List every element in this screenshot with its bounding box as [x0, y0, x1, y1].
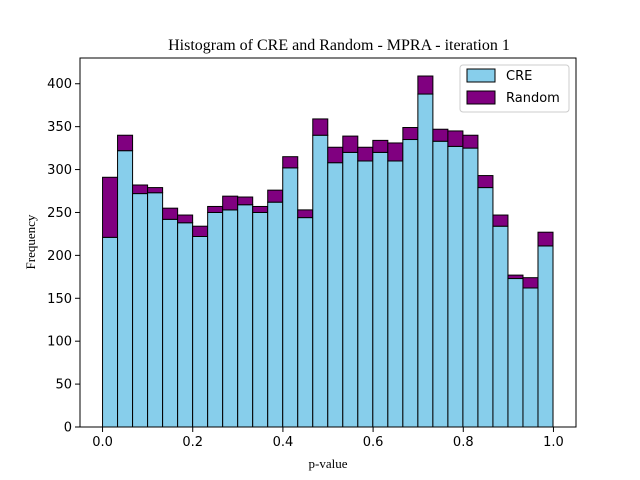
x-axis: 0.0 0.2 0.4 0.6 0.8 1.0	[92, 427, 564, 450]
bar-random-0	[102, 176, 119, 238]
bar-cre-3	[147, 192, 164, 428]
y-tick-label: 350	[47, 120, 72, 135]
bars-group	[102, 75, 554, 428]
bar-cre-9	[237, 204, 254, 428]
bar-random-9	[237, 196, 254, 206]
bar-cre-22	[432, 140, 449, 428]
bar-cre-1	[117, 150, 134, 428]
bar-cre-16	[342, 151, 359, 428]
y-axis: 0 50 100 150 200 250 300 350 400	[47, 77, 80, 436]
bar-random-5	[177, 214, 194, 224]
bar-cre-4	[162, 218, 179, 428]
bar-random-24	[462, 134, 479, 149]
bar-random-11	[267, 189, 284, 203]
y-tick-label: 150	[47, 292, 72, 307]
bar-cre-23	[447, 145, 464, 428]
y-tick-label: 200	[47, 249, 72, 264]
x-tick-label: 0.4	[273, 435, 294, 450]
legend-label-random: Random	[506, 91, 560, 106]
bar-random-22	[432, 128, 449, 142]
bar-random-12	[282, 156, 299, 169]
bar-cre-19	[387, 160, 404, 428]
y-tick-label: 50	[55, 378, 72, 393]
bar-random-27	[507, 274, 524, 280]
bar-cre-5	[177, 222, 194, 428]
bar-random-21	[417, 75, 434, 95]
bar-cre-18	[372, 151, 389, 428]
legend-label-cre: CRE	[506, 69, 532, 84]
bar-random-29	[537, 231, 554, 247]
bar-cre-20	[402, 139, 419, 428]
bar-cre-27	[507, 278, 524, 428]
bar-random-2	[132, 184, 149, 195]
bar-random-7	[207, 205, 224, 213]
bar-random-23	[447, 130, 464, 147]
y-tick-label: 250	[47, 206, 72, 221]
y-tick-label: 0	[64, 421, 72, 436]
bar-cre-7	[207, 211, 224, 428]
bar-cre-24	[462, 147, 479, 428]
bar-cre-13	[297, 217, 314, 428]
bar-random-14	[312, 118, 329, 136]
x-tick-label: 1.0	[543, 435, 564, 450]
y-tick-label: 100	[47, 335, 72, 350]
bar-random-8	[222, 195, 239, 211]
bar-cre-28	[522, 287, 539, 428]
bar-cre-29	[537, 245, 554, 428]
bar-cre-8	[222, 209, 239, 428]
bar-random-28	[522, 277, 539, 289]
bar-random-17	[357, 146, 374, 162]
plot-frame	[79, 57, 577, 428]
bar-random-1	[117, 134, 134, 152]
bar-random-16	[342, 135, 359, 153]
bar-cre-21	[417, 93, 434, 428]
legend: CRE Random	[459, 64, 570, 113]
bar-random-18	[372, 139, 389, 153]
bar-cre-2	[132, 193, 149, 428]
bar-cre-0	[102, 236, 119, 428]
bar-random-20	[402, 127, 419, 141]
y-tick-label: 400	[47, 77, 72, 92]
x-tick-label: 0.0	[92, 435, 113, 450]
bar-random-13	[297, 209, 314, 219]
chart-title: Histogram of CRE and Random - MPRA - ite…	[168, 37, 510, 54]
bar-random-25	[477, 175, 494, 189]
x-axis-label: p-value	[309, 456, 348, 471]
legend-swatch-random	[466, 90, 496, 105]
bar-random-3	[147, 187, 164, 194]
bar-cre-11	[267, 201, 284, 428]
bar-random-6	[192, 225, 209, 237]
bar-random-15	[327, 146, 344, 164]
bar-cre-6	[192, 235, 209, 428]
legend-swatch-cre	[466, 68, 496, 83]
bar-random-19	[387, 142, 404, 162]
bar-random-26	[492, 214, 509, 227]
bar-cre-17	[357, 160, 374, 428]
bar-cre-10	[252, 211, 269, 428]
bar-cre-25	[477, 187, 494, 428]
bar-cre-15	[327, 162, 344, 428]
bar-random-4	[162, 207, 179, 220]
bar-cre-26	[492, 225, 509, 428]
x-tick-label: 0.6	[363, 435, 384, 450]
bar-cre-14	[312, 134, 329, 428]
bar-cre-12	[282, 167, 299, 428]
y-tick-label: 300	[47, 163, 72, 178]
x-tick-label: 0.8	[453, 435, 474, 450]
x-tick-label: 0.2	[182, 435, 203, 450]
bar-random-10	[252, 205, 269, 213]
y-axis-label: Frequency	[23, 214, 38, 269]
